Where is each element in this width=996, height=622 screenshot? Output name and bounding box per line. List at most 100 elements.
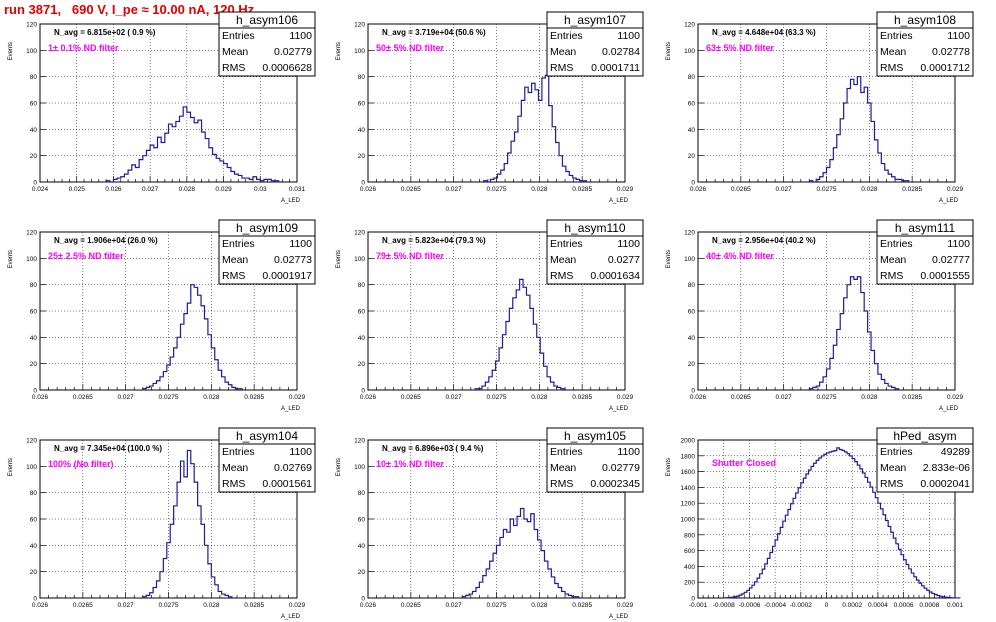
y-axis-label: Events [8,458,14,476]
stats-value-mean: 2.833e-06 [923,462,970,474]
x-tick-label: 0.0006 [894,602,914,609]
stats-value-entries: 1100 [289,238,312,250]
stats-box-frame [876,219,974,285]
stats-value-mean: 0.02773 [274,254,312,266]
y-axis-label: Events [666,42,672,60]
x-tick-label: 0.0002 [842,602,862,609]
x-tick-label: 0.027 [118,602,135,609]
stats-value-rms: 0.0006628 [262,62,312,74]
y-axis-label: Events [666,250,672,268]
x-tick-label: 0.029 [215,186,232,193]
stats-label-rms: RMS [222,478,245,490]
n-avg-annotation: N_avg = 6.815e+02 ( 0.9 %) [54,28,156,37]
stats-box-frame [546,427,644,493]
x-tick-label: 0.025 [69,186,86,193]
histogram-line [483,74,588,183]
y-tick-label: 60 [358,309,366,316]
x-axis-label: A_LED [609,198,629,204]
stats-value-entries: 49289 [941,446,970,458]
x-tick-label: -0.0002 [790,602,812,609]
x-tick-label: 0.029 [617,394,634,401]
y-tick-label: 120 [26,230,37,237]
y-tick-label: 100 [26,48,37,55]
y-tick-label: 80 [358,490,366,497]
y-tick-label: 200 [684,580,695,587]
y-tick-label: 100 [26,464,37,471]
stats-box-frame [876,11,974,77]
x-tick-label: 0.0275 [487,186,507,193]
x-tick-label: 0.0265 [731,186,751,193]
y-tick-label: 0 [33,388,37,395]
stats-value-rms: 0.0001711 [591,62,640,74]
y-tick-label: 0 [361,596,365,603]
x-axis-label: A_LED [281,406,301,412]
x-tick-label: 0.0275 [817,186,837,193]
stats-value-entries: 1100 [617,446,640,458]
stats-label-entries: Entries [550,238,583,250]
y-axis-label: Events [666,458,672,476]
x-tick-label: 0.026 [360,394,377,401]
filter-label: Shutter Closed [712,458,776,468]
stats-label-rms: RMS [880,62,903,74]
stats-label-entries: Entries [222,30,255,42]
histogram-panel-h_asym107: 0.026 0.0265 0.027 0.0275 0.028 0.0285 0.029 0 2… [336,11,644,204]
stats-label-mean: Mean [222,254,248,266]
x-axis-label: A_LED [281,198,301,204]
y-tick-label: 20 [358,153,366,160]
x-tick-label: 0.0285 [572,602,592,609]
stats-value-rms: 0.0002345 [590,478,640,490]
histogram-panel-h_asym110: 0.026 0.0265 0.027 0.0275 0.028 0.0285 0.029 0 2… [336,219,644,412]
y-axis-label: Events [336,250,342,268]
x-tick-label: 0.024 [32,186,49,193]
histogram-name: h_asym107 [564,13,626,27]
plot-frame [367,439,626,599]
x-tick-label: 0.027 [142,186,159,193]
y-tick-label: 0 [33,596,37,603]
x-tick-label: 0.027 [118,394,135,401]
y-tick-label: 1600 [681,469,696,476]
x-tick-label: 0.026 [690,186,707,193]
stats-label-rms: RMS [222,62,245,74]
x-tick-label: 0.028 [861,394,878,401]
x-tick-label: 0.0275 [817,394,837,401]
y-tick-label: 1800 [681,453,696,460]
stats-value-mean: 0.02779 [602,462,640,474]
y-tick-label: 800 [684,532,695,539]
x-axis-label: A_LED [939,406,959,412]
stats-value-mean: 0.02784 [602,46,640,58]
filter-label: 79± 5% ND filter [376,251,444,261]
stats-label-entries: Entries [222,238,255,250]
stats-label-entries: Entries [880,238,913,250]
stats-label-rms: RMS [880,270,903,282]
y-tick-label: 20 [688,361,696,368]
y-tick-label: 20 [688,153,696,160]
x-tick-label: 0.029 [289,394,306,401]
x-tick-label: 0.0265 [401,602,421,609]
histogram-panel-h_asym111: 0.026 0.0265 0.027 0.0275 0.028 0.0285 0.029 0 2… [666,219,974,412]
y-tick-label: 40 [358,543,366,550]
x-tick-label: 0.026 [32,602,49,609]
stats-label-entries: Entries [880,30,913,42]
plot-frame [39,23,298,183]
y-tick-label: 0 [361,388,365,395]
y-tick-label: 0 [691,180,695,187]
x-tick-label: 0.031 [289,186,306,193]
x-tick-label: 0.0265 [731,394,751,401]
histogram-line [142,449,233,598]
x-tick-label: 0.028 [531,394,548,401]
x-tick-label: 0.029 [289,602,306,609]
stats-value-rms: 0.0001555 [920,270,970,282]
stats-value-mean: 0.0277 [608,254,640,266]
plot-frame [39,231,298,391]
stats-label-rms: RMS [222,270,245,282]
x-tick-label: 0.03 [254,186,267,193]
stats-label-mean: Mean [550,46,576,58]
x-tick-label: 0.0275 [159,394,179,401]
x-tick-label: -0.0004 [764,602,786,609]
x-tick-label: 0.028 [203,602,220,609]
x-tick-label: 0.0265 [401,394,421,401]
stats-label-mean: Mean [550,462,576,474]
y-tick-label: 20 [30,569,38,576]
histogram-line [461,507,580,598]
x-tick-label: 0.029 [617,602,634,609]
